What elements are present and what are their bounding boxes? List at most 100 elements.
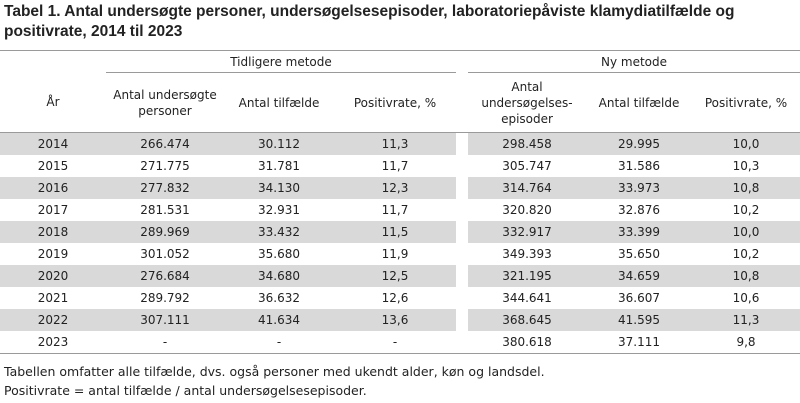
cell-old-rate: 12,6 — [381, 291, 409, 305]
cell-old-examined: 281.531 — [140, 203, 190, 217]
cell-old-rate: 12,3 — [334, 177, 456, 199]
cell-year: 2020 — [0, 265, 106, 287]
cell-old-cases: 30.112 — [224, 132, 334, 155]
table-row: 2020 276.684 34.680 12,5 321.195 34.659 10,8 — [0, 265, 800, 287]
cell-new-rate: 10,6 — [732, 291, 760, 305]
cell-new-episodes: 298.458 — [468, 132, 586, 155]
column-header-year: År — [46, 95, 60, 110]
cell-year: 2021 — [37, 291, 69, 305]
cell-old-cases: 41.634 — [224, 309, 334, 331]
column-header-new-episodes: Antal undersøgelses-episoder — [481, 79, 573, 126]
cell-old-cases: - — [224, 331, 334, 354]
cell-year: 2019 — [37, 247, 69, 261]
cell-gap — [456, 331, 468, 354]
footnote-scope: Tabellen omfatter alle tilfælde, dvs. og… — [4, 364, 545, 379]
cell-new-rate: 10,0 — [692, 221, 800, 243]
table-row: 2018 289.969 33.432 11,5 332.917 33.399 10,0 — [0, 221, 800, 243]
cell-new-rate: 10,2 — [732, 247, 760, 261]
cell-old-examined: - — [106, 331, 224, 354]
table-top-rule — [0, 50, 800, 51]
cell-old-examined: 289.792 — [140, 291, 190, 305]
cell-year: 2022 — [0, 309, 106, 331]
cell-new-episodes: 349.393 — [502, 247, 552, 261]
cell-new-cases: 33.973 — [586, 177, 692, 199]
cell-new-cases: 32.876 — [618, 203, 660, 217]
column-header-gap — [456, 73, 468, 133]
cell-old-examined: 276.684 — [106, 265, 224, 287]
cell-new-cases: 29.995 — [586, 132, 692, 155]
group-header-new-method: Ny metode — [468, 52, 800, 73]
cell-old-rate: 11,9 — [381, 247, 409, 261]
cell-new-rate: 10,0 — [692, 132, 800, 155]
group-header-spacer — [0, 52, 106, 73]
cell-old-rate: 13,6 — [334, 309, 456, 331]
cell-gap — [456, 265, 468, 287]
cell-year: 2016 — [0, 177, 106, 199]
table-row: 2021 289.792 36.632 12,6 344.641 36.607 10,6 — [0, 287, 800, 309]
cell-gap — [456, 199, 468, 221]
cell-old-cases: 34.130 — [224, 177, 334, 199]
column-header-old-rate: Positivrate, % — [353, 95, 437, 110]
cell-new-episodes: 305.747 — [502, 159, 552, 173]
table-row: 2017 281.531 32.931 11,7 320.820 32.876 10,2 — [0, 199, 800, 221]
cell-new-episodes: 321.195 — [468, 265, 586, 287]
cell-old-examined: 271.775 — [140, 159, 190, 173]
cell-old-cases: 33.432 — [224, 221, 334, 243]
cell-old-examined: 307.111 — [106, 309, 224, 331]
footnote-positivrate: Positivrate = antal tilfælde / antal und… — [4, 383, 367, 398]
cell-old-examined: 289.969 — [106, 221, 224, 243]
data-table: Tidligere metode Ny metode År Antal unde… — [0, 52, 800, 354]
cell-new-episodes: 314.764 — [468, 177, 586, 199]
column-header-old-examined: Antal undersøgte personer — [113, 87, 217, 118]
table-row: 2016 277.832 34.130 12,3 314.764 33.973 10,8 — [0, 177, 800, 199]
data-table-container: Tidligere metode Ny metode År Antal unde… — [0, 52, 800, 354]
cell-old-examined: 277.832 — [106, 177, 224, 199]
cell-new-cases: 36.607 — [618, 291, 660, 305]
cell-new-cases: 31.586 — [618, 159, 660, 173]
cell-old-examined: 266.474 — [106, 132, 224, 155]
cell-old-examined: 301.052 — [140, 247, 190, 261]
cell-gap — [456, 287, 468, 309]
cell-new-rate: 10,8 — [692, 265, 800, 287]
column-header-row: År Antal undersøgte personer Antal tilfæ… — [0, 73, 800, 133]
table-title: Tabel 1. Antal undersøgte personer, unde… — [4, 3, 735, 40]
cell-old-cases: 35.680 — [258, 247, 300, 261]
cell-new-cases: 37.111 — [586, 331, 692, 354]
cell-old-rate: 11,7 — [381, 203, 409, 217]
cell-gap — [456, 133, 468, 156]
group-header-row: Tidligere metode Ny metode — [0, 52, 800, 73]
cell-year: 2018 — [0, 221, 106, 243]
table-row: 2022 307.111 41.634 13,6 368.645 41.595 11,3 — [0, 309, 800, 331]
cell-gap — [456, 221, 468, 243]
cell-new-rate: 11,3 — [692, 309, 800, 331]
column-header-old-cases: Antal tilfælde — [238, 95, 320, 110]
cell-new-episodes: 332.917 — [468, 221, 586, 243]
cell-new-cases: 35.650 — [618, 247, 660, 261]
cell-old-cases: 36.632 — [258, 291, 300, 305]
group-header-old-method: Tidligere metode — [106, 52, 456, 73]
cell-year: 2015 — [37, 159, 69, 173]
cell-new-episodes: 344.641 — [502, 291, 552, 305]
cell-gap — [456, 155, 468, 177]
cell-new-episodes: 368.645 — [468, 309, 586, 331]
cell-old-rate: - — [334, 331, 456, 354]
cell-gap — [456, 309, 468, 331]
cell-old-rate: 12,5 — [334, 265, 456, 287]
cell-new-rate: 10,8 — [692, 177, 800, 199]
cell-old-rate: 11,3 — [334, 132, 456, 155]
cell-old-cases: 31.781 — [258, 159, 300, 173]
cell-year: 2023 — [0, 331, 106, 354]
cell-new-episodes: 380.618 — [468, 331, 586, 354]
column-header-new-rate: Positivrate, % — [704, 95, 788, 110]
cell-new-cases: 33.399 — [586, 221, 692, 243]
table-row: 2015 271.775 31.781 11,7 305.747 31.586 10,3 — [0, 155, 800, 177]
cell-gap — [456, 177, 468, 199]
cell-year: 2014 — [0, 132, 106, 155]
table-row: 2023- - -380.618 37.111 9,8 — [0, 331, 800, 354]
cell-gap — [456, 243, 468, 265]
table-body: 2014 266.474 30.112 11,3 298.458 29.995 10,0 20… — [0, 132, 800, 354]
cell-new-rate: 9,8 — [692, 331, 800, 354]
cell-new-cases: 41.595 — [586, 309, 692, 331]
cell-new-episodes: 320.820 — [502, 203, 552, 217]
cell-new-rate: 10,3 — [732, 159, 760, 173]
